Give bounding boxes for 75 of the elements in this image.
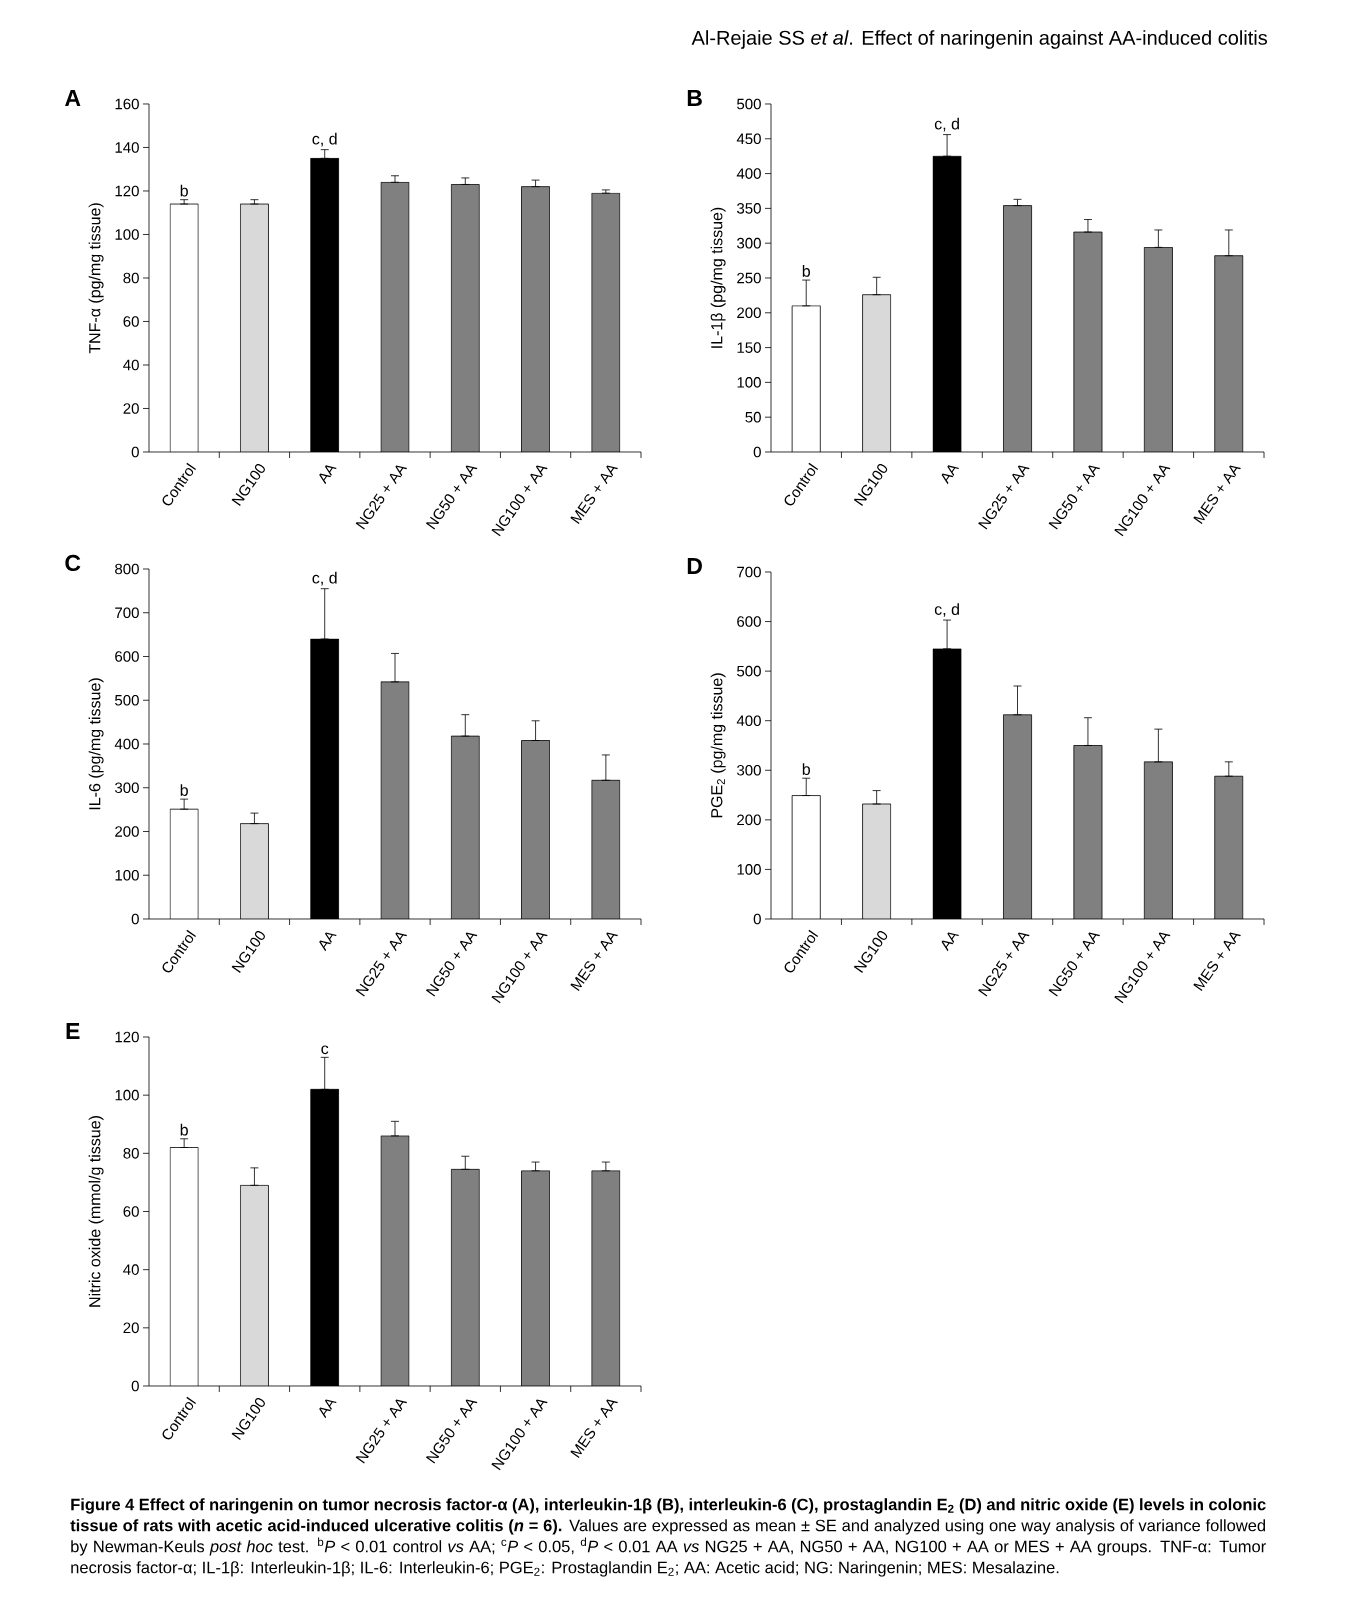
annotation: b xyxy=(180,184,188,197)
chart-title: C xyxy=(65,554,81,572)
annotation: b xyxy=(180,784,188,796)
y-tick-label: 0 xyxy=(131,446,139,458)
y-tick-label: 500 xyxy=(737,98,761,110)
y-tick-label: 400 xyxy=(114,738,139,750)
text: Values are expressed as mean ± SE and analyzed using one way analysis of variance followed xyxy=(569,1519,1266,1535)
y-axis-title: IL-6 (pg/mg tissue) xyxy=(88,678,104,810)
y-tick-label: 800 xyxy=(115,563,139,575)
y-tick-label: 250 xyxy=(737,272,761,284)
annotation: b xyxy=(180,1123,188,1136)
text: Al-Rejaie SS et al. Effect of naringenin against AA-induced colitis xyxy=(691,30,1268,49)
x-tick-label: AA xyxy=(319,932,337,952)
x-tick-label: AA xyxy=(941,465,960,485)
y-tick-label: 60 xyxy=(123,1206,139,1217)
annotation: c, d xyxy=(934,603,959,617)
y-tick-label: 700 xyxy=(737,566,761,578)
y-tick-label: 20 xyxy=(123,403,139,414)
text: Figure 4 Effect of naringenin on tumor necrosis factor-α (A), interleukin-1β (B), interleukin-6 (C), prostaglandin E$_{2}$ (D) and nitric oxide (E) levels in colonic xyxy=(71,1498,1266,1514)
annotation: b xyxy=(802,763,810,776)
y-tick-label: 400 xyxy=(736,168,761,179)
chart-title: E xyxy=(66,1023,80,1039)
chart-title: A xyxy=(65,90,81,106)
y-tick-label: 700 xyxy=(115,607,139,619)
annotation: b xyxy=(802,265,810,277)
y-tick-label: 0 xyxy=(131,1380,139,1392)
y-tick-label: 100 xyxy=(115,869,139,881)
x-tick-label: AA xyxy=(319,1399,337,1419)
y-tick-label: 50 xyxy=(745,411,761,423)
y-tick-label: 350 xyxy=(737,203,761,214)
y-axis-title: PGE$_{2}$ (pg/mg tissue) xyxy=(710,673,726,818)
annotation: c, d xyxy=(312,571,337,586)
y-tick-label: 100 xyxy=(115,1089,139,1101)
y-tick-label: 160 xyxy=(115,98,139,110)
y-tick-label: 0 xyxy=(131,913,139,925)
chart-title: B xyxy=(687,90,702,106)
y-tick-label: 300 xyxy=(737,237,761,249)
annotation: c, d xyxy=(934,117,959,132)
y-tick-label: 60 xyxy=(123,316,139,327)
text: tissue of rats with acetic acid-induced ulcerative colitis (n = 6). xyxy=(70,1519,562,1535)
y-axis-title: TNF-α (pg/mg tissue) xyxy=(88,203,104,354)
x-tick-label: AA xyxy=(941,932,960,952)
x-tick-label: AA xyxy=(319,465,337,485)
y-tick-label: 500 xyxy=(737,665,761,677)
y-axis-title: Nitric oxide (mmol/g tissue) xyxy=(88,1116,104,1307)
text: by Newman-Keuls post hoc test. $^{b}$P < 0.01 control vs AA; $^{c}$P < 0.05, $^{d}$P < 0.01 AA vs NG25 + AA, NG50 + AA, NG100 + AA or MES + AA groups. TNF-α: Tumor xyxy=(71,1537,1266,1556)
y-tick-label: 200 xyxy=(737,307,761,319)
y-tick-label: 100 xyxy=(737,377,761,388)
y-tick-label: 600 xyxy=(737,616,761,627)
y-tick-label: 600 xyxy=(115,651,139,662)
y-tick-label: 500 xyxy=(115,694,139,706)
y-tick-label: 450 xyxy=(736,133,761,145)
y-tick-label: 150 xyxy=(737,342,761,353)
y-tick-label: 120 xyxy=(115,185,139,197)
y-tick-label: 100 xyxy=(115,229,139,240)
y-tick-label: 0 xyxy=(753,446,761,458)
y-tick-label: 200 xyxy=(737,814,761,826)
annotation: c, d xyxy=(312,132,337,147)
y-tick-label: 300 xyxy=(737,764,761,776)
y-axis-title: IL-1β (pg/mg tissue) xyxy=(710,207,726,348)
chart-title: D xyxy=(687,558,702,574)
y-tick-label: 40 xyxy=(123,359,139,371)
y-tick-label: 0 xyxy=(753,913,761,925)
y-tick-label: 300 xyxy=(115,782,139,794)
y-tick-label: 40 xyxy=(123,1264,139,1275)
y-tick-label: 120 xyxy=(115,1031,139,1043)
y-tick-label: 20 xyxy=(123,1322,139,1334)
text: necrosis factor-α; IL-1β: Interleukin-1β; IL-6: Interleukin-6; PGE$_{2}$: Prostaglandin E$_{2}$; AA: Acetic acid; NG: Naringenin; MES: Mesalazine. xyxy=(71,1561,1059,1577)
annotation: c xyxy=(321,1045,329,1055)
y-tick-label: 80 xyxy=(123,272,139,284)
y-tick-label: 200 xyxy=(115,826,139,837)
y-tick-label: 80 xyxy=(123,1148,139,1159)
y-tick-label: 140 xyxy=(115,142,139,153)
y-tick-label: 400 xyxy=(736,715,761,727)
y-tick-label: 100 xyxy=(737,864,761,875)
